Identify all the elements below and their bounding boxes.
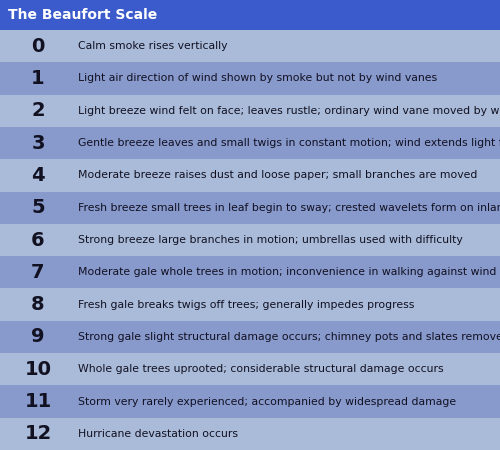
Bar <box>0 256 500 288</box>
Text: Strong gale slight structural damage occurs; chimney pots and slates removed: Strong gale slight structural damage occ… <box>78 332 500 342</box>
Bar <box>0 94 500 127</box>
Bar <box>0 385 500 418</box>
Text: Calm smoke rises vertically: Calm smoke rises vertically <box>78 41 228 51</box>
Bar <box>0 159 500 192</box>
Text: 1: 1 <box>31 69 45 88</box>
Text: Fresh breeze small trees in leaf begin to sway; crested wavelets form on inland : Fresh breeze small trees in leaf begin t… <box>78 202 500 213</box>
Bar <box>0 353 500 385</box>
Text: 7: 7 <box>31 263 45 282</box>
Text: Light air direction of wind shown by smoke but not by wind vanes: Light air direction of wind shown by smo… <box>78 73 437 83</box>
Text: 8: 8 <box>31 295 45 314</box>
Bar <box>0 418 500 450</box>
Text: 0: 0 <box>32 36 44 56</box>
Bar <box>0 30 500 62</box>
Bar <box>0 321 500 353</box>
Text: 3: 3 <box>31 134 45 153</box>
Text: Light breeze wind felt on face; leaves rustle; ordinary wind vane moved by wind: Light breeze wind felt on face; leaves r… <box>78 106 500 116</box>
Bar <box>0 224 500 256</box>
Text: The Beaufort Scale: The Beaufort Scale <box>8 8 157 22</box>
Text: 2: 2 <box>31 101 45 120</box>
Text: Storm very rarely experienced; accompanied by widespread damage: Storm very rarely experienced; accompani… <box>78 396 456 406</box>
Text: Whole gale trees uprooted; considerable structural damage occurs: Whole gale trees uprooted; considerable … <box>78 364 444 374</box>
Text: 10: 10 <box>24 360 52 379</box>
Text: 6: 6 <box>31 230 45 249</box>
Text: 12: 12 <box>24 424 52 443</box>
Text: Strong breeze large branches in motion; umbrellas used with difficulty: Strong breeze large branches in motion; … <box>78 235 463 245</box>
Bar <box>0 0 500 30</box>
Text: 4: 4 <box>31 166 45 185</box>
Bar <box>0 62 500 94</box>
Text: Fresh gale breaks twigs off trees; generally impedes progress: Fresh gale breaks twigs off trees; gener… <box>78 300 414 310</box>
Text: 11: 11 <box>24 392 52 411</box>
Bar <box>0 288 500 321</box>
Text: 5: 5 <box>31 198 45 217</box>
Text: Moderate gale whole trees in motion; inconvenience in walking against wind: Moderate gale whole trees in motion; inc… <box>78 267 496 277</box>
Bar <box>0 192 500 224</box>
Text: 9: 9 <box>31 328 45 346</box>
Text: Gentle breeze leaves and small twigs in constant motion; wind extends light flag: Gentle breeze leaves and small twigs in … <box>78 138 500 148</box>
Bar <box>0 127 500 159</box>
Text: Moderate breeze raises dust and loose paper; small branches are moved: Moderate breeze raises dust and loose pa… <box>78 171 477 180</box>
Text: Hurricane devastation occurs: Hurricane devastation occurs <box>78 429 238 439</box>
